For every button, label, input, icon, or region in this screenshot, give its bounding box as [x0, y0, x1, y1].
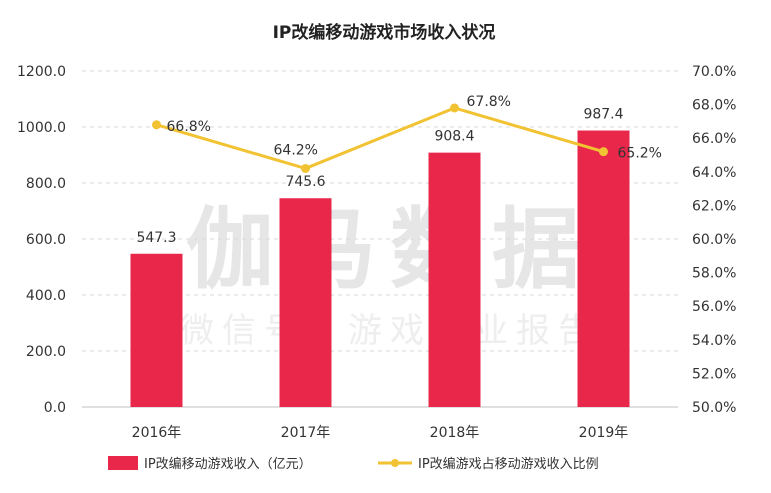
line-value-label: 67.8% [467, 94, 511, 110]
right-tick-label: 52.0% [692, 366, 736, 382]
x-tick-label: 2016年 [132, 425, 182, 441]
left-y-axis: 0.0 200.0 400.0 600.0 800.0 1000.0 1200.0 [17, 64, 66, 416]
right-tick-label: 58.0% [692, 266, 736, 282]
bar-value-label: 547.3 [136, 230, 176, 246]
right-y-axis: 50.0% 52.0% 54.0% 56.0% 58.0% 60.0% 62.0% 64.0%… [692, 64, 736, 416]
line-value-label: 66.8% [167, 119, 211, 135]
line-point [450, 103, 459, 113]
bar [428, 152, 481, 407]
right-tick-label: 54.0% [692, 333, 736, 349]
line-series: 66.8% 64.2% 67.8% 65.2% [152, 94, 662, 173]
bar-value-label: 745.6 [285, 174, 325, 190]
x-axis: 2016年 2017年 2018年 2019年 [132, 425, 629, 441]
left-tick-label: 1200.0 [17, 64, 66, 80]
line-point [152, 120, 161, 130]
line-value-label: 65.2% [618, 146, 662, 162]
right-tick-label: 60.0% [692, 232, 736, 248]
bar-series [130, 130, 630, 407]
left-tick-label: 600.0 [26, 232, 66, 248]
chart-title: IP改编移动游戏市场收入状况 [273, 22, 496, 43]
watermark: 伽马数据 微信号：游戏产业报告 [180, 198, 600, 351]
bar-value-label: 908.4 [434, 129, 474, 145]
bar [279, 198, 332, 407]
line-path [156, 106, 604, 170]
bar [577, 130, 630, 407]
watermark-sub: 微信号：游戏产业报告 [180, 311, 600, 351]
legend: IP改编移动游戏收入（亿元） IP改编游戏占移动游戏收入比例 [108, 456, 599, 472]
right-tick-label: 50.0% [692, 400, 736, 416]
right-tick-label: 68.0% [692, 98, 736, 114]
left-tick-label: 1000.0 [17, 120, 66, 136]
x-tick-label: 2019年 [579, 425, 629, 441]
legend-line-marker [391, 459, 399, 467]
legend-line-label: IP改编游戏占移动游戏收入比例 [418, 457, 599, 472]
bar-value-label: 987.4 [583, 107, 623, 123]
line-point [301, 163, 310, 173]
right-tick-label: 56.0% [692, 299, 736, 315]
watermark-main: 伽马数据 [186, 198, 594, 301]
bar-data-labels: 547.3 745.6 908.4 987.4 [136, 107, 623, 246]
left-tick-label: 200.0 [26, 344, 66, 360]
legend-bar-label: IP改编移动游戏收入（亿元） [144, 457, 312, 472]
right-tick-label: 66.0% [692, 131, 736, 147]
left-tick-label: 0.0 [44, 400, 66, 416]
x-tick-label: 2018年 [430, 425, 480, 441]
left-tick-label: 400.0 [26, 288, 66, 304]
line-value-label: 64.2% [274, 142, 318, 158]
legend-bar-swatch [108, 456, 138, 470]
right-tick-label: 64.0% [692, 165, 736, 181]
bar [130, 253, 183, 407]
x-tick-label: 2017年 [281, 425, 331, 441]
left-tick-label: 800.0 [26, 176, 66, 192]
line-point [599, 147, 608, 157]
right-tick-label: 70.0% [692, 64, 736, 80]
right-tick-label: 62.0% [692, 198, 736, 214]
